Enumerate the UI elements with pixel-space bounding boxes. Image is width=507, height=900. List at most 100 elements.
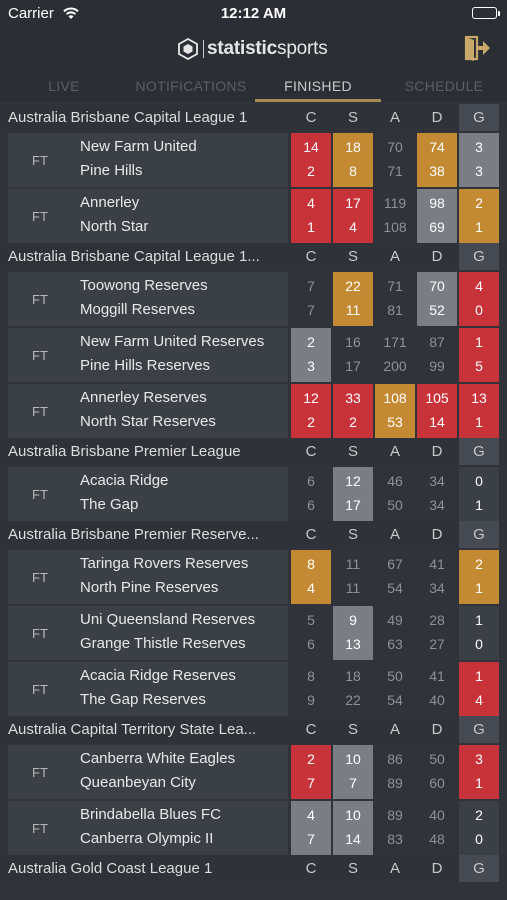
away-d-value: 99 <box>429 358 445 374</box>
stat-cell-a: 50 54 <box>375 662 415 716</box>
stat-cell-s: 17 4 <box>333 189 373 243</box>
stat-cell-a: 171 200 <box>375 328 415 382</box>
away-d-value: 34 <box>429 497 445 513</box>
column-header-g: G <box>459 716 499 743</box>
stat-cell-a: 71 81 <box>375 272 415 326</box>
away-d-value: 34 <box>429 580 445 596</box>
match-row[interactable]: FT Taringa Rovers Reserves North Pine Rese… <box>0 548 507 604</box>
stat-cell-d: 40 48 <box>417 801 457 855</box>
tab-notifications[interactable]: NOTIFICATIONS <box>135 78 247 94</box>
match-card: FT Brindabella Blues FC Canberra Olympic I… <box>8 801 288 855</box>
match-row[interactable]: FT New Farm United Pine Hills 14 2 18 8 70 71 74 3… <box>0 131 507 187</box>
home-d-value: 41 <box>429 668 445 684</box>
home-team-name: Uni Queensland Reserves <box>80 611 256 628</box>
home-s-value: 10 <box>345 807 361 823</box>
away-c-value: 6 <box>307 497 315 513</box>
home-a-value: 70 <box>387 139 403 155</box>
stat-cell-c: 14 2 <box>291 133 331 187</box>
tab-finished[interactable]: FINISHED <box>284 78 352 94</box>
home-s-value: 33 <box>345 390 361 406</box>
home-a-value: 67 <box>387 556 403 572</box>
home-a-value: 86 <box>387 751 403 767</box>
league-name[interactable]: Australia Gold Coast League 1 <box>8 860 213 877</box>
league-name[interactable]: Australia Brisbane Capital League 1... <box>8 248 260 265</box>
away-c-value: 7 <box>307 775 315 791</box>
home-team-name: Canberra White Eagles <box>80 750 236 767</box>
match-row[interactable]: FT Annerley Reserves North Star Reserves 12… <box>0 382 507 438</box>
column-header-d: D <box>431 526 443 543</box>
league-name[interactable]: Australia Capital Territory State Lea... <box>8 721 257 738</box>
column-header-d: D <box>431 860 443 877</box>
match-status: FT <box>32 209 48 224</box>
stat-cell-s: 12 17 <box>333 467 373 521</box>
away-team-name: North Star Reserves <box>80 413 216 430</box>
away-g-value: 0 <box>475 302 483 318</box>
league-name[interactable]: Australia Brisbane Premier League <box>8 443 241 460</box>
match-status: FT <box>32 292 48 307</box>
away-g-value: 0 <box>475 831 483 847</box>
status-bar: Carrier 12:12 AM <box>0 0 507 28</box>
away-team-name: Moggill Reserves <box>80 301 196 318</box>
home-c-value: 5 <box>307 612 315 628</box>
away-s-value: 22 <box>345 692 361 708</box>
home-g-value: 3 <box>475 751 483 767</box>
home-team-name: New Farm United <box>80 138 197 155</box>
match-status: FT <box>32 487 48 502</box>
match-status: FT <box>32 626 48 641</box>
match-row[interactable]: FT Annerley North Star 4 1 17 4 119 108 98 69 2 1 <box>0 187 507 243</box>
away-g-value: 3 <box>475 163 483 179</box>
tab-live[interactable]: LIVE <box>48 78 80 94</box>
away-a-value: 50 <box>387 497 403 513</box>
logout-icon[interactable] <box>463 34 491 67</box>
match-row[interactable]: FT Toowong Reserves Moggill Reserves 7 7 22 11… <box>0 270 507 326</box>
league-name[interactable]: Australia Brisbane Capital League 1 <box>8 109 248 126</box>
column-header-a: A <box>389 248 400 265</box>
match-row[interactable]: FT New Farm United Reserves Pine Hills Res… <box>0 326 507 382</box>
stat-cell-a: 108 53 <box>375 384 415 438</box>
column-header-d: D <box>431 109 443 126</box>
away-a-value: 63 <box>387 636 403 652</box>
match-row[interactable]: FT Uni Queensland Reserves Grange Thistle … <box>0 604 507 660</box>
home-c-value: 4 <box>307 195 315 211</box>
home-d-value: 28 <box>429 612 445 628</box>
away-team-name: Pine Hills Reserves <box>80 357 211 374</box>
home-team-name: Acacia Ridge <box>80 472 169 489</box>
match-row[interactable]: FT Acacia Ridge Reserves The Gap Reserves 8… <box>0 660 507 716</box>
away-d-value: 40 <box>429 692 445 708</box>
match-row[interactable]: FT Canberra White Eagles Queanbeyan City 2 7… <box>0 743 507 799</box>
column-header-c: C <box>305 109 317 126</box>
column-header-g: G <box>459 438 499 465</box>
away-team-name: North Pine Reserves <box>80 579 219 596</box>
away-team-name: Pine Hills <box>80 162 143 179</box>
match-card: FT Taringa Rovers Reserves North Pine Rese… <box>8 550 288 604</box>
logo-hexagon-icon <box>178 37 198 61</box>
home-team-name: Taringa Rovers Reserves <box>80 555 249 572</box>
match-row[interactable]: FT Brindabella Blues FC Canberra Olympic I… <box>0 799 507 855</box>
stat-cell-s: 11 11 <box>333 550 373 604</box>
wifi-icon <box>62 6 80 25</box>
match-status: FT <box>32 682 48 697</box>
home-d-value: 34 <box>429 473 445 489</box>
league-header: Australia Brisbane Premier League C S A D G <box>0 438 507 465</box>
match-card: FT New Farm United Reserves Pine Hills Res… <box>8 328 288 382</box>
tab-schedule[interactable]: SCHEDULE <box>404 78 484 94</box>
away-s-value: 17 <box>345 497 361 513</box>
league-name[interactable]: Australia Brisbane Premier Reserve... <box>8 526 259 543</box>
away-g-value: 1 <box>475 414 483 430</box>
home-c-value: 2 <box>307 751 315 767</box>
home-a-value: 50 <box>387 668 403 684</box>
column-header-g: G <box>459 104 499 131</box>
home-c-value: 8 <box>307 668 315 684</box>
match-row[interactable]: FT Acacia Ridge The Gap 6 6 12 17 46 50 34 34 0 1 <box>0 465 507 521</box>
column-header-a: A <box>389 109 400 126</box>
away-c-value: 7 <box>307 302 315 318</box>
